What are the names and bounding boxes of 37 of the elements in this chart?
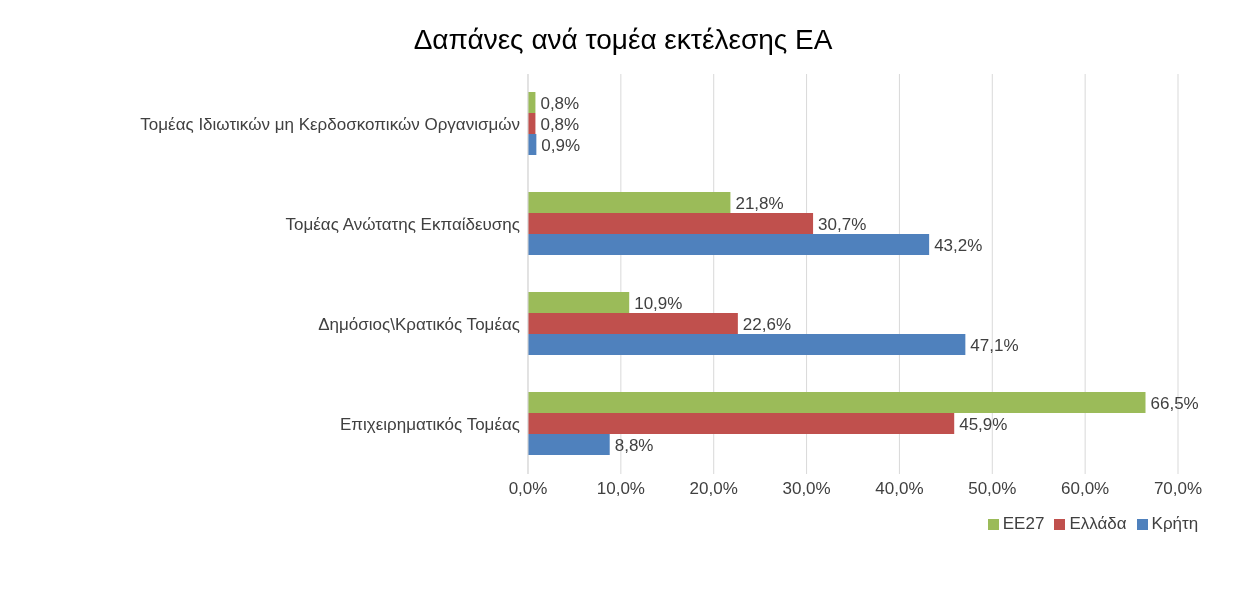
x-tick-label: 10,0% (596, 479, 645, 499)
data-label: 45,9% (959, 414, 1008, 434)
x-tick-label: 70,0% (1153, 479, 1203, 499)
data-label: 0,8% (540, 114, 580, 134)
data-label: 0,9% (541, 135, 581, 155)
bar (528, 292, 630, 313)
bar (528, 434, 610, 455)
data-label: 8,8% (614, 435, 654, 455)
bar (528, 234, 930, 255)
y-tick-label: Τομέας Ανώτατης Εκπαίδευσης (285, 215, 520, 235)
bar (528, 392, 1146, 413)
data-label: 66,5% (1150, 393, 1199, 413)
legend-label: Ελλάδα (1069, 514, 1127, 533)
bar (528, 313, 738, 334)
x-tick-label: 50,0% (968, 479, 1017, 499)
x-tick-label: 0,0% (508, 479, 548, 499)
bar (528, 192, 731, 213)
data-label: 10,9% (634, 293, 683, 313)
data-label: 0,8% (540, 93, 580, 113)
y-tick-label: Δημόσιος\Κρατικός Τομέας (318, 315, 520, 335)
data-label: 21,8% (735, 193, 784, 213)
x-tick-label: 30,0% (782, 479, 831, 499)
x-tick-label: 60,0% (1061, 479, 1110, 499)
y-tick-label: Τομέας Ιδιωτικών μη Κερδοσκοπικών Οργανισμών (140, 115, 520, 135)
bar (528, 213, 814, 234)
y-tick-label: Επιχειρηματικός Τομέας (339, 415, 520, 435)
x-tick-label: 20,0% (689, 479, 738, 499)
legend-label: ΕΕ27 (1002, 514, 1045, 533)
bar (528, 334, 966, 355)
bar (528, 413, 955, 434)
x-tick-label: 40,0% (875, 479, 924, 499)
chart-title: Δαπάνες ανά τομέα εκτέλεσης ΕΑ (412, 24, 834, 56)
data-label: 22,6% (742, 314, 792, 334)
data-label: 43,2% (934, 235, 983, 255)
data-label: 30,7% (818, 214, 867, 234)
legend-label: Κρήτη (1151, 514, 1199, 533)
data-label: 47,1% (970, 335, 1019, 355)
